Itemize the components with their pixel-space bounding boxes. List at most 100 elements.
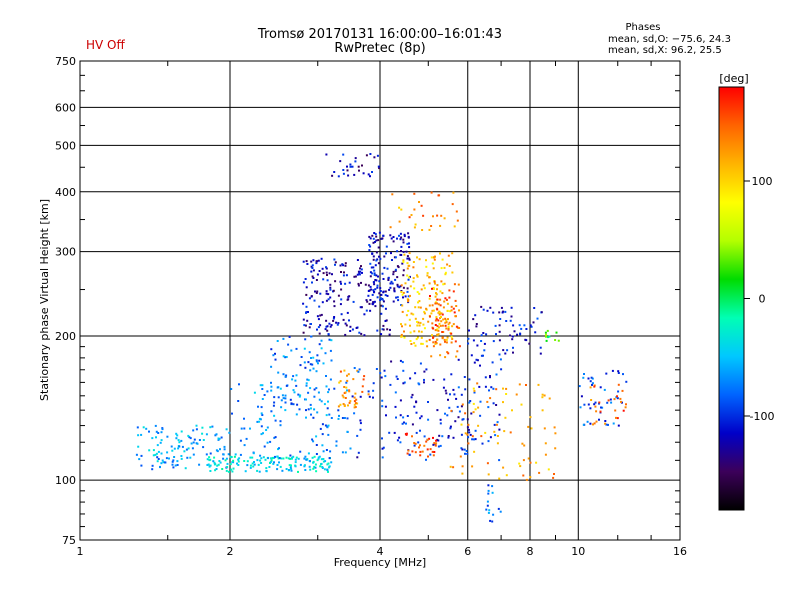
- data-point: [287, 457, 290, 460]
- data-point: [430, 256, 433, 259]
- data-point: [327, 333, 330, 336]
- data-point: [407, 295, 410, 298]
- data-point: [342, 172, 345, 175]
- data-point: [335, 444, 338, 447]
- data-point: [404, 433, 407, 435]
- data-point: [305, 398, 307, 401]
- data-point: [345, 386, 348, 389]
- data-point: [185, 448, 188, 451]
- data-point: [156, 460, 159, 463]
- data-point: [435, 439, 438, 442]
- data-point: [456, 219, 459, 222]
- data-point: [552, 476, 555, 479]
- data-point: [356, 369, 359, 372]
- data-point: [492, 402, 495, 405]
- data-point: [261, 384, 264, 387]
- data-point: [529, 416, 532, 419]
- data-point: [543, 427, 546, 430]
- data-point: [381, 405, 384, 408]
- data-point: [428, 228, 431, 231]
- data-point: [401, 310, 404, 313]
- data-point: [468, 378, 471, 381]
- data-point: [541, 396, 544, 399]
- data-point: [265, 467, 268, 470]
- data-point: [310, 270, 313, 273]
- data-point: [140, 454, 143, 457]
- data-point: [233, 455, 236, 458]
- data-point: [432, 454, 435, 457]
- data-point: [373, 232, 376, 234]
- phases-title: Phases: [625, 22, 660, 33]
- data-point: [309, 363, 312, 366]
- data-point: [447, 318, 449, 321]
- data-point: [354, 406, 357, 408]
- data-point: [318, 359, 321, 362]
- data-point: [330, 339, 333, 342]
- data-point: [325, 267, 328, 270]
- data-point: [423, 370, 426, 373]
- data-point: [617, 390, 620, 393]
- data-point: [327, 298, 330, 301]
- data-point: [285, 356, 288, 358]
- data-point: [413, 342, 416, 345]
- data-point: [218, 437, 221, 440]
- data-point: [413, 444, 416, 447]
- data-point: [431, 287, 433, 290]
- data-point: [293, 391, 296, 394]
- data-point: [422, 317, 425, 320]
- data-point: [274, 436, 277, 439]
- data-point: [432, 309, 435, 312]
- data-point: [352, 378, 355, 381]
- data-point: [472, 339, 475, 342]
- data-point: [414, 317, 417, 320]
- data-point: [162, 461, 165, 464]
- data-point: [192, 429, 195, 432]
- data-point: [302, 302, 305, 305]
- data-point: [544, 453, 547, 456]
- data-point: [304, 278, 307, 280]
- y-tick-label: 600: [55, 101, 76, 114]
- data-point: [480, 435, 483, 438]
- data-point: [471, 438, 474, 441]
- data-point: [296, 403, 299, 406]
- data-point: [316, 328, 318, 331]
- data-point: [440, 267, 443, 270]
- data-point: [381, 456, 384, 459]
- data-point: [157, 458, 160, 460]
- data-point: [438, 434, 441, 437]
- data-point: [386, 294, 389, 297]
- data-point: [420, 330, 423, 333]
- data-point: [450, 309, 453, 312]
- data-point: [256, 469, 259, 472]
- data-point: [295, 384, 298, 387]
- data-point: [402, 296, 404, 299]
- data-point: [598, 401, 601, 404]
- y-tick-label: 75: [62, 534, 76, 547]
- data-point: [299, 463, 302, 466]
- data-point: [525, 478, 528, 481]
- data-point: [467, 423, 470, 426]
- data-point: [425, 307, 428, 310]
- data-point: [491, 361, 494, 364]
- data-point: [439, 418, 442, 421]
- data-point: [356, 273, 359, 276]
- data-point: [354, 160, 357, 163]
- data-point: [486, 500, 489, 503]
- data-point: [431, 334, 433, 337]
- data-point: [498, 339, 501, 342]
- data-point: [515, 393, 518, 396]
- data-point: [461, 472, 464, 475]
- data-point: [268, 466, 271, 468]
- data-point: [380, 312, 383, 315]
- data-point: [234, 453, 237, 456]
- data-point: [316, 273, 319, 276]
- data-point: [487, 511, 490, 514]
- data-point: [416, 274, 418, 277]
- data-point: [455, 305, 458, 307]
- data-point: [249, 464, 252, 467]
- data-point: [148, 430, 150, 433]
- data-point: [325, 385, 328, 388]
- data-point: [403, 421, 405, 424]
- data-point: [474, 408, 477, 411]
- data-point: [378, 280, 381, 283]
